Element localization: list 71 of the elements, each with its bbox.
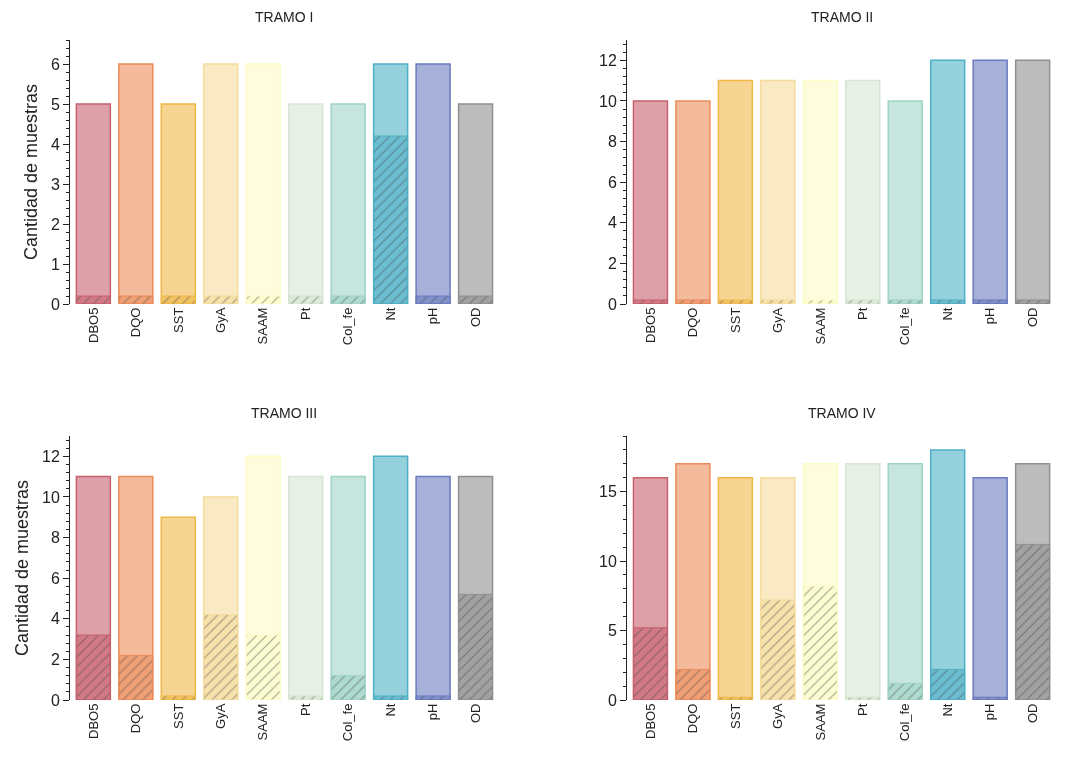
x-tick-label: pH xyxy=(982,307,998,325)
x-tick-label: GyA xyxy=(770,307,786,333)
x-tick-label: Pt xyxy=(855,703,871,716)
y-tick-label: 6 xyxy=(50,55,60,73)
y-axis-title: Cantidad de muestras xyxy=(21,83,42,261)
y-tick-label: 3 xyxy=(50,175,60,193)
chart-title: TRAMO IV xyxy=(808,405,877,421)
y-tick-label: 8 xyxy=(50,529,60,547)
x-tick-label: Pt xyxy=(297,703,313,716)
x-tick-label: DBO5 xyxy=(642,307,658,344)
y-tick-label: 6 xyxy=(50,569,60,587)
x-tick-label: DBO5 xyxy=(85,703,101,740)
x-tick-label: GyA xyxy=(770,703,786,729)
y-tick-label: 10 xyxy=(599,92,617,110)
x-tick-label: DQO xyxy=(128,703,144,734)
y-tick-label: 0 xyxy=(607,295,617,313)
x-tick-label: OD xyxy=(467,703,483,724)
y-tick-label: 12 xyxy=(42,447,60,465)
y-tick-label: 4 xyxy=(50,135,60,153)
x-tick-label: Nt xyxy=(382,703,398,717)
x-tick-label: SAAM xyxy=(812,703,828,741)
x-tick-label: OD xyxy=(467,307,483,328)
x-tick-label: OD xyxy=(1024,307,1040,328)
y-tick-label: 15 xyxy=(599,483,617,501)
x-tick-label: Nt xyxy=(939,703,955,717)
y-tick-label: 2 xyxy=(607,254,617,272)
x-tick-label: DQO xyxy=(685,703,701,734)
x-tick-label: Col_fe xyxy=(897,307,913,346)
y-tick-label: 0 xyxy=(50,691,60,709)
x-tick-label: Pt xyxy=(855,307,871,320)
x-tick-label: Col_fe xyxy=(340,703,356,742)
x-tick-label: GyA xyxy=(212,307,228,333)
y-tick-label: 2 xyxy=(50,215,60,233)
y-tick-label: 6 xyxy=(607,173,617,191)
y-tick-label: 12 xyxy=(599,51,617,69)
x-tick-label: Pt xyxy=(297,307,313,320)
y-tick-label: 5 xyxy=(607,622,617,640)
x-tick-label: DBO5 xyxy=(642,703,658,740)
x-tick-label: pH xyxy=(425,703,441,721)
x-tick-label: SST xyxy=(170,307,186,333)
x-tick-label: OD xyxy=(1024,703,1040,724)
y-tick-label: 0 xyxy=(50,295,60,313)
x-tick-label: DBO5 xyxy=(85,307,101,344)
x-tick-label: SST xyxy=(727,703,743,729)
y-tick-label: 1 xyxy=(50,255,60,273)
chart-title: TRAMO III xyxy=(251,405,318,421)
y-tick-label: 10 xyxy=(42,488,60,506)
y-tick-label: 0 xyxy=(607,691,617,709)
y-tick-label: 4 xyxy=(607,214,617,232)
chart-title: TRAMO I xyxy=(255,9,314,25)
x-tick-label: SAAM xyxy=(255,307,271,345)
y-tick-label: 4 xyxy=(50,610,60,628)
y-axis-title: Cantidad de muestras xyxy=(12,479,33,657)
x-tick-label: DQO xyxy=(685,307,701,338)
x-tick-label: pH xyxy=(425,307,441,325)
chart-title: TRAMO II xyxy=(811,9,874,25)
x-tick-label: SAAM xyxy=(255,703,271,741)
x-tick-label: DQO xyxy=(128,307,144,338)
x-tick-label: Col_fe xyxy=(340,307,356,346)
y-tick-label: 10 xyxy=(599,552,617,570)
x-tick-label: SST xyxy=(727,307,743,333)
x-tick-label: SST xyxy=(170,703,186,729)
y-tick-label: 8 xyxy=(607,133,617,151)
y-tick-label: 5 xyxy=(50,95,60,113)
x-tick-label: GyA xyxy=(212,703,228,729)
x-tick-label: Col_fe xyxy=(897,703,913,742)
x-tick-label: SAAM xyxy=(812,307,828,345)
y-tick-label: 2 xyxy=(50,650,60,668)
x-tick-label: pH xyxy=(982,703,998,721)
x-tick-label: Nt xyxy=(382,307,398,321)
x-tick-label: Nt xyxy=(939,307,955,321)
